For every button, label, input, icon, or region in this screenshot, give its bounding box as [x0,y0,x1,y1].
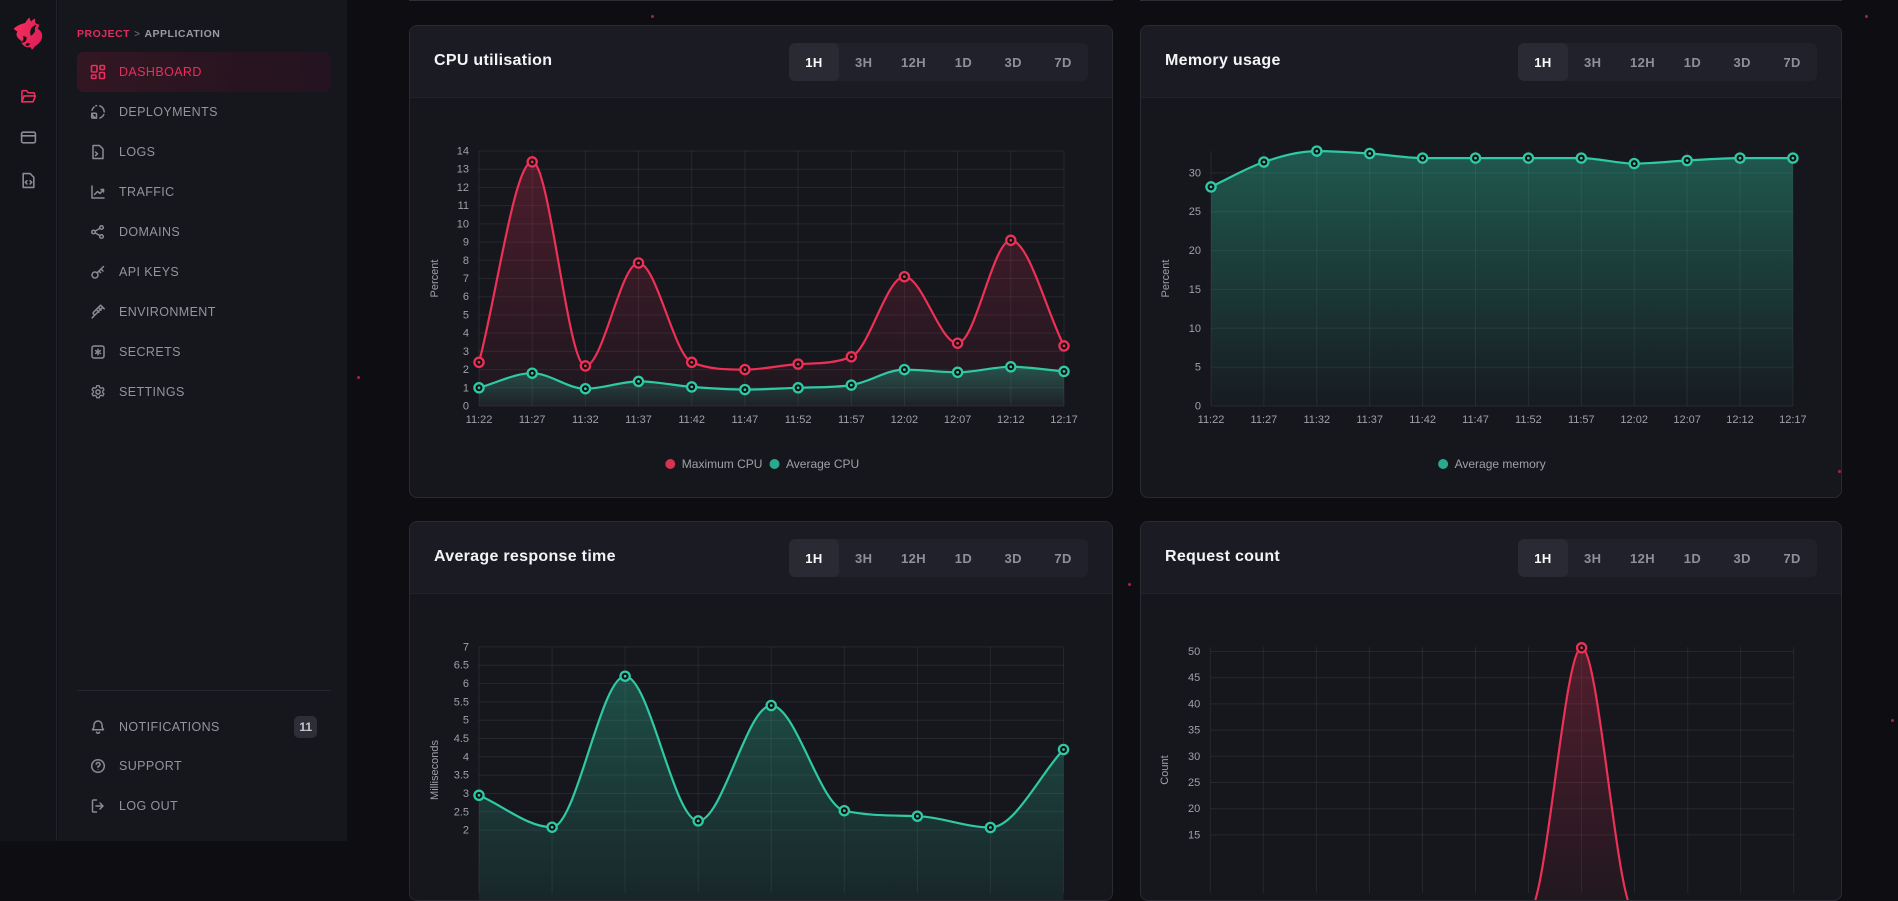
svg-text:5: 5 [1195,362,1201,374]
svg-text:11:27: 11:27 [519,414,546,426]
svg-text:12:02: 12:02 [891,414,919,426]
svg-text:12:07: 12:07 [944,414,972,426]
svg-text:Maximum CPU: Maximum CPU [682,457,763,471]
svg-text:Percent: Percent [1160,260,1172,298]
svg-text:11:22: 11:22 [466,414,493,426]
svg-text:4: 4 [463,751,469,763]
svg-text:11:57: 11:57 [838,414,865,426]
svg-text:40: 40 [1188,698,1200,710]
svg-text:11:22: 11:22 [1198,414,1225,426]
svg-text:4.5: 4.5 [454,733,469,745]
svg-text:11:37: 11:37 [1356,414,1383,426]
svg-text:45: 45 [1188,672,1200,684]
svg-text:Average memory: Average memory [1455,457,1546,471]
svg-text:12:12: 12:12 [997,414,1025,426]
svg-text:11:32: 11:32 [572,414,599,426]
svg-text:Milliseconds: Milliseconds [429,740,441,800]
svg-text:3: 3 [463,788,469,800]
svg-text:9: 9 [463,237,469,249]
svg-text:10: 10 [457,218,469,230]
svg-text:12:17: 12:17 [1050,414,1078,426]
svg-text:5.5: 5.5 [454,696,469,708]
svg-text:13: 13 [457,164,469,176]
svg-text:Percent: Percent [429,260,441,298]
svg-text:11:37: 11:37 [625,414,652,426]
svg-text:30: 30 [1188,751,1200,763]
svg-text:11:42: 11:42 [678,414,705,426]
svg-text:3.5: 3.5 [454,770,469,782]
svg-text:11:57: 11:57 [1568,414,1595,426]
svg-text:2: 2 [463,825,469,837]
svg-text:11:42: 11:42 [1409,414,1436,426]
svg-text:1: 1 [463,382,469,394]
svg-text:11:47: 11:47 [1462,414,1489,426]
svg-text:25: 25 [1189,206,1201,218]
svg-text:5: 5 [463,309,469,321]
svg-text:8: 8 [463,255,469,267]
svg-text:10: 10 [1189,323,1201,335]
svg-text:25: 25 [1188,777,1200,789]
svg-text:11:52: 11:52 [785,414,812,426]
svg-text:Average CPU: Average CPU [786,457,859,471]
svg-text:0: 0 [1195,401,1201,413]
svg-text:12:07: 12:07 [1673,414,1701,426]
svg-text:12:02: 12:02 [1620,414,1648,426]
svg-text:20: 20 [1188,803,1200,815]
svg-text:15: 15 [1189,284,1201,296]
svg-text:6: 6 [463,291,469,303]
svg-text:3: 3 [463,346,469,358]
svg-text:30: 30 [1189,167,1201,179]
svg-text:0: 0 [463,401,469,413]
svg-text:6: 6 [463,678,469,690]
svg-text:7: 7 [463,641,469,653]
svg-text:11: 11 [458,200,469,212]
svg-text:12:12: 12:12 [1726,414,1754,426]
svg-text:2.5: 2.5 [454,806,469,818]
svg-text:12:17: 12:17 [1779,414,1807,426]
svg-text:14: 14 [457,146,469,158]
svg-text:35: 35 [1188,725,1200,737]
svg-text:2: 2 [463,364,469,376]
svg-text:11:27: 11:27 [1251,414,1278,426]
svg-text:11:47: 11:47 [732,414,759,426]
svg-text:5: 5 [463,715,469,727]
svg-text:15: 15 [1188,829,1200,841]
svg-text:4: 4 [463,328,469,340]
svg-text:20: 20 [1189,245,1201,257]
svg-text:11:32: 11:32 [1303,414,1330,426]
svg-text:Count: Count [1159,755,1171,784]
svg-text:12: 12 [457,182,469,194]
svg-text:11:52: 11:52 [1515,414,1542,426]
svg-text:6.5: 6.5 [454,660,469,672]
svg-text:50: 50 [1188,646,1200,658]
svg-text:7: 7 [463,273,469,285]
